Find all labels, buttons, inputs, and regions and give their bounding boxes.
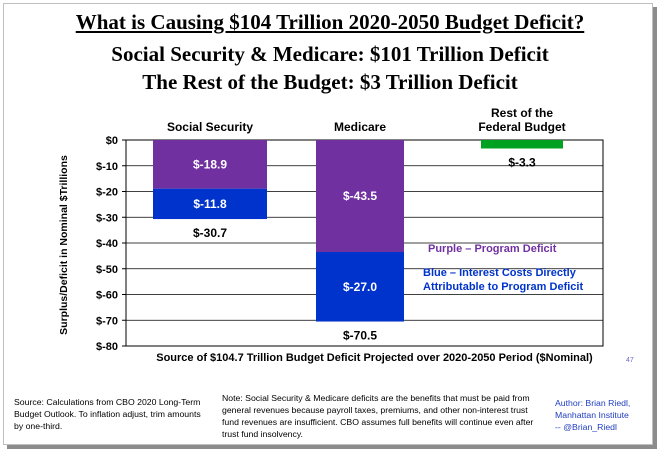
author-line-1: Author: Brian Riedl, <box>555 398 631 408</box>
author-line-3: -- @Brian_Riedl <box>555 422 617 432</box>
category-label: Rest of the <box>491 106 553 120</box>
title-line-3: The Rest of the Budget: $3 Trillion Defi… <box>142 70 518 94</box>
category-label: Social Security <box>167 120 253 134</box>
y-tick-label: $-30 <box>96 212 118 224</box>
legend-blue-text: Blue – Interest Costs Directly <box>423 267 577 279</box>
y-tick-label: $-40 <box>96 238 118 250</box>
bar-segment <box>153 188 267 220</box>
x-axis-label: Source of $104.7 Trillion Budget Deficit… <box>156 352 593 364</box>
y-tick-label: $-50 <box>96 264 118 276</box>
bar-segment <box>316 252 404 322</box>
legend-blue-text: Attributable to Program Deficit <box>423 281 583 293</box>
total-label: $-3.3 <box>508 155 536 169</box>
author-credit: Author: Brian Riedl, Manhattan Institute… <box>555 397 655 433</box>
y-axis-label: Surplus/Deficit in Nominal $Trillions <box>58 155 70 335</box>
y-tick-label: $-60 <box>96 290 118 302</box>
bar-segment <box>481 140 563 149</box>
y-tick-label: $-80 <box>96 341 118 353</box>
segment-label: $-43.5 <box>343 189 377 203</box>
bar-segment <box>153 140 267 189</box>
total-label: $-70.5 <box>343 329 377 343</box>
category-label: Medicare <box>334 120 386 134</box>
footnote: Note: Social Security & Medicare deficit… <box>222 393 534 439</box>
author-line-2: Manhattan Institute <box>555 410 629 420</box>
y-tick-label: $-10 <box>96 161 118 173</box>
y-tick-label: $0 <box>106 135 118 147</box>
title-line-2: Social Security & Medicare: $101 Trillio… <box>111 42 549 66</box>
source-note: Source: Calculations from CBO 2020 Long-… <box>14 397 201 431</box>
y-tick-label: $-20 <box>96 187 118 199</box>
bar-segment <box>316 140 404 253</box>
category-label: Federal Budget <box>478 120 565 134</box>
title-line-1: What is Causing $104 Trillion 2020-2050 … <box>75 10 585 34</box>
segment-label: $-27.0 <box>343 280 377 294</box>
legend-purple-text: Purple – Program Deficit <box>428 243 557 255</box>
y-tick-label: $-70 <box>96 315 118 327</box>
total-label: $-30.7 <box>193 226 227 240</box>
segment-label: $-18.9 <box>193 157 227 171</box>
page-number: 47 <box>626 357 634 364</box>
segment-label: $-11.8 <box>193 197 227 211</box>
